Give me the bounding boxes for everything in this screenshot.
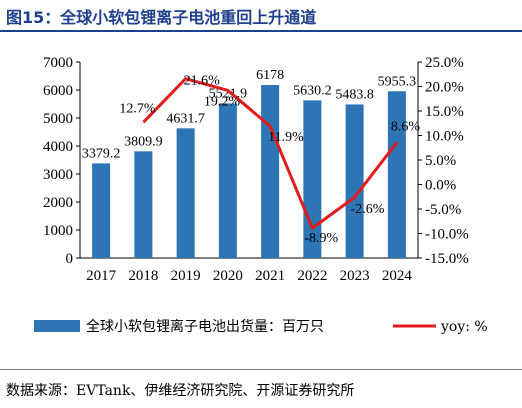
bar-value-label: 3809.9 [124,134,163,149]
right-tick-label: -10.0% [425,227,469,243]
right-tick-label: 5.0% [425,153,456,169]
x-tick-label: 2024 [382,268,413,284]
bar-value-label: 5483.8 [335,87,374,102]
axes-group: 0 1000 2000 3000 4000 5000 6000 7000 -15.0% -10.0… [43,55,469,284]
data-source-note: 数据来源：EVTank、伊维经济研究院、开源证券研究所 [6,383,355,399]
yoy-value-label: 11.9% [268,130,304,145]
x-tick-label: 2019 [171,268,201,284]
bar-value-label: 5955.3 [378,74,417,89]
left-tick-label: 2000 [43,195,73,211]
left-tick-label: 3000 [43,167,73,183]
right-tick-label: 15.0% [425,104,464,120]
left-tick-label: 4000 [43,139,73,155]
bar-value-label: 6178 [256,68,284,83]
bar [134,151,153,258]
bar [92,163,111,258]
x-tick-label: 2022 [297,268,327,284]
x-tick-label: 2017 [86,268,117,284]
left-tick-label: 0 [66,251,74,267]
chart-title: 图15：全球小软包锂离子电池重回上升通道 [6,8,317,27]
right-tick-label: 10.0% [425,129,464,145]
title-underline [0,30,522,32]
bar [387,91,406,258]
yoy-value-label: -2.6% [351,202,385,217]
bar [261,85,280,259]
bar [176,128,195,258]
right-tick-label: -15.0% [425,251,469,267]
bar [345,104,364,258]
x-tick-label: 2021 [255,268,285,284]
left-tick-label: 6000 [43,83,73,99]
bar-value-label: 4631.7 [166,111,205,126]
left-tick-label: 7000 [43,55,73,71]
legend-line-label: yoy: % [440,319,488,335]
yoy-value-label: 21.6% [184,74,221,89]
source-divider [0,369,522,370]
right-tick-label: -5.0% [425,202,461,218]
legend: 全球小软包锂离子电池出货量：百万只 yoy: % [34,318,488,335]
x-tick-label: 2018 [128,268,158,284]
x-tick-label: 2020 [213,268,243,284]
yoy-value-label: 19.2% [204,94,241,109]
x-tick-label: 2023 [340,268,370,284]
legend-bar-swatch [34,320,80,332]
yoy-value-label: -8.9% [304,231,338,246]
right-tick-label: 20.0% [425,80,464,96]
right-tick-label: 25.0% [425,55,464,71]
yoy-value-label: 12.7% [119,101,156,116]
bars-group [92,85,406,259]
yoy-labels-group: 12.7% 21.6% 19.2% 11.9% -8.9% -2.6% 8.6% [119,74,420,246]
left-tick-label: 1000 [43,223,73,239]
bar [218,103,237,258]
yoy-line [142,77,399,230]
left-tick-label: 5000 [43,111,73,127]
legend-bar-label: 全球小软包锂离子电池出货量：百万只 [86,318,324,335]
yoy-line-group [142,77,399,230]
bar-value-label: 5630.2 [293,83,332,98]
bar-value-label: 3379.2 [82,146,121,161]
yoy-value-label: 8.6% [391,119,421,134]
right-tick-label: 0.0% [425,178,456,194]
